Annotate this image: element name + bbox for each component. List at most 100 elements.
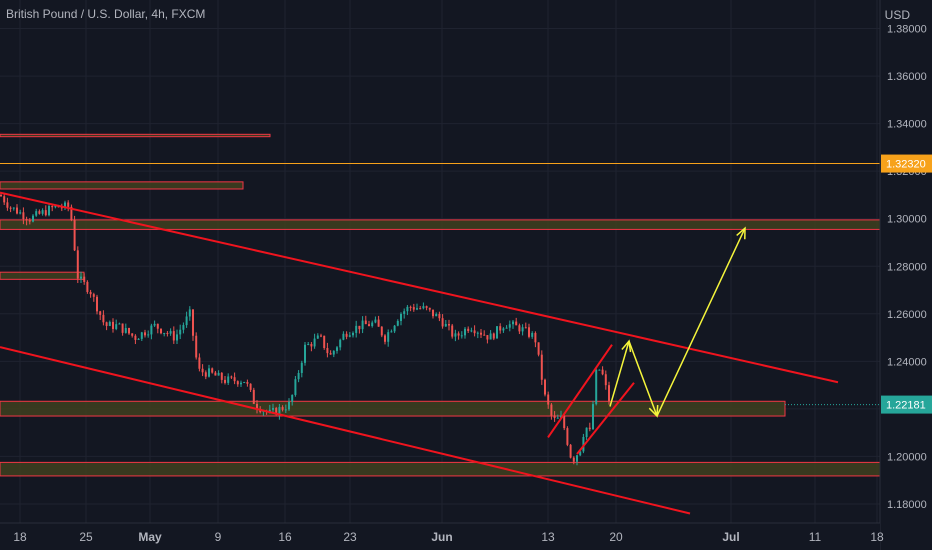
candle-body [70, 206, 73, 220]
candle-body [464, 328, 466, 336]
candle-body [412, 307, 415, 310]
y-tick-label: 1.36000 [887, 71, 927, 83]
price-label-box [881, 154, 932, 173]
candle-body [531, 332, 534, 337]
candle-body [214, 372, 217, 376]
candle-body [83, 276, 86, 282]
x-tick-label: 25 [79, 530, 93, 544]
x-tick-label: 18 [13, 530, 27, 544]
candle-body [176, 334, 178, 341]
candle-body [230, 376, 233, 378]
candle-body [51, 206, 54, 208]
candle-body [393, 325, 396, 332]
price-label-box [881, 395, 932, 414]
candle-body [300, 362, 303, 373]
candle-body [169, 331, 172, 334]
zone-box [0, 133, 271, 138]
candle-body [444, 323, 447, 327]
x-tick-label: May [138, 530, 162, 544]
candle-body [3, 196, 6, 203]
candle-body [60, 207, 63, 209]
candle-body [156, 323, 159, 329]
candle-body [291, 394, 294, 402]
candle-body [496, 326, 498, 339]
y-tick-label: 1.26000 [887, 309, 927, 321]
candle-body [0, 194, 2, 197]
candle-body [96, 296, 98, 312]
candle-body [54, 205, 57, 208]
candle-body [419, 308, 422, 310]
zone-box [0, 400, 786, 417]
candle-body [470, 330, 473, 332]
candle-body [201, 368, 204, 373]
candle-body [432, 309, 434, 317]
candle-body [553, 415, 556, 418]
candle-body [502, 328, 505, 331]
candle-body [288, 401, 290, 410]
candle-body [588, 427, 591, 430]
candle-body [108, 321, 111, 326]
candle-body [556, 417, 559, 419]
candle-body [35, 211, 38, 216]
candle-body [6, 202, 9, 208]
candle-body [22, 212, 25, 220]
candle-body [320, 335, 322, 337]
candle-body [547, 394, 550, 405]
x-tick-label: Jun [431, 530, 452, 544]
candle-body [134, 335, 137, 340]
candle-body [252, 389, 255, 404]
y-tick-label: 1.28000 [887, 261, 927, 273]
candle-body [140, 332, 143, 339]
price-label-text: 1.32320 [886, 159, 926, 171]
candle-body [396, 320, 399, 326]
candle-body [592, 404, 594, 430]
trendline [576, 382, 635, 455]
candle-body [521, 327, 524, 332]
candle-body [374, 319, 377, 323]
candle-body [601, 369, 604, 375]
candle-body [416, 308, 418, 310]
candle-body [387, 332, 390, 342]
candle-body [476, 332, 479, 334]
currency-label: USD [884, 8, 910, 22]
candle-body [28, 220, 31, 222]
candle-body [16, 207, 18, 214]
candle-body [217, 372, 220, 376]
candle-body [67, 202, 70, 207]
price-label-text: 1.22181 [886, 400, 926, 412]
time-axis-panel [0, 523, 880, 550]
candle-body [89, 291, 92, 295]
candle-body [435, 314, 438, 317]
candle-body [192, 309, 194, 336]
candle-body [492, 333, 495, 339]
candle-body [499, 326, 502, 331]
candle-body [352, 332, 354, 336]
candle-body [467, 328, 470, 331]
candle-body [368, 324, 370, 327]
y-tick-label: 1.34000 [887, 119, 927, 131]
candle-body [345, 333, 348, 337]
candle-body [163, 333, 166, 335]
candle-body [249, 383, 252, 390]
candle-body [441, 318, 444, 327]
candle-body [569, 444, 572, 458]
candle-body [528, 327, 530, 337]
candle-body [236, 381, 239, 385]
candle-body [608, 385, 610, 402]
candle-body [195, 335, 198, 358]
candle-body [297, 372, 300, 380]
candle-body [582, 436, 585, 452]
candle-body [115, 324, 118, 329]
candle-body [240, 382, 242, 385]
candle-body [339, 339, 342, 348]
candle-body [198, 357, 201, 369]
projection-arrow [609, 340, 630, 407]
candle-body [524, 327, 527, 329]
zone-box [0, 219, 881, 230]
candle-body [598, 369, 601, 371]
candle-body [483, 334, 486, 336]
candle-body [377, 319, 380, 327]
candle-body [172, 331, 175, 341]
y-tick-label: 1.18000 [887, 499, 927, 511]
